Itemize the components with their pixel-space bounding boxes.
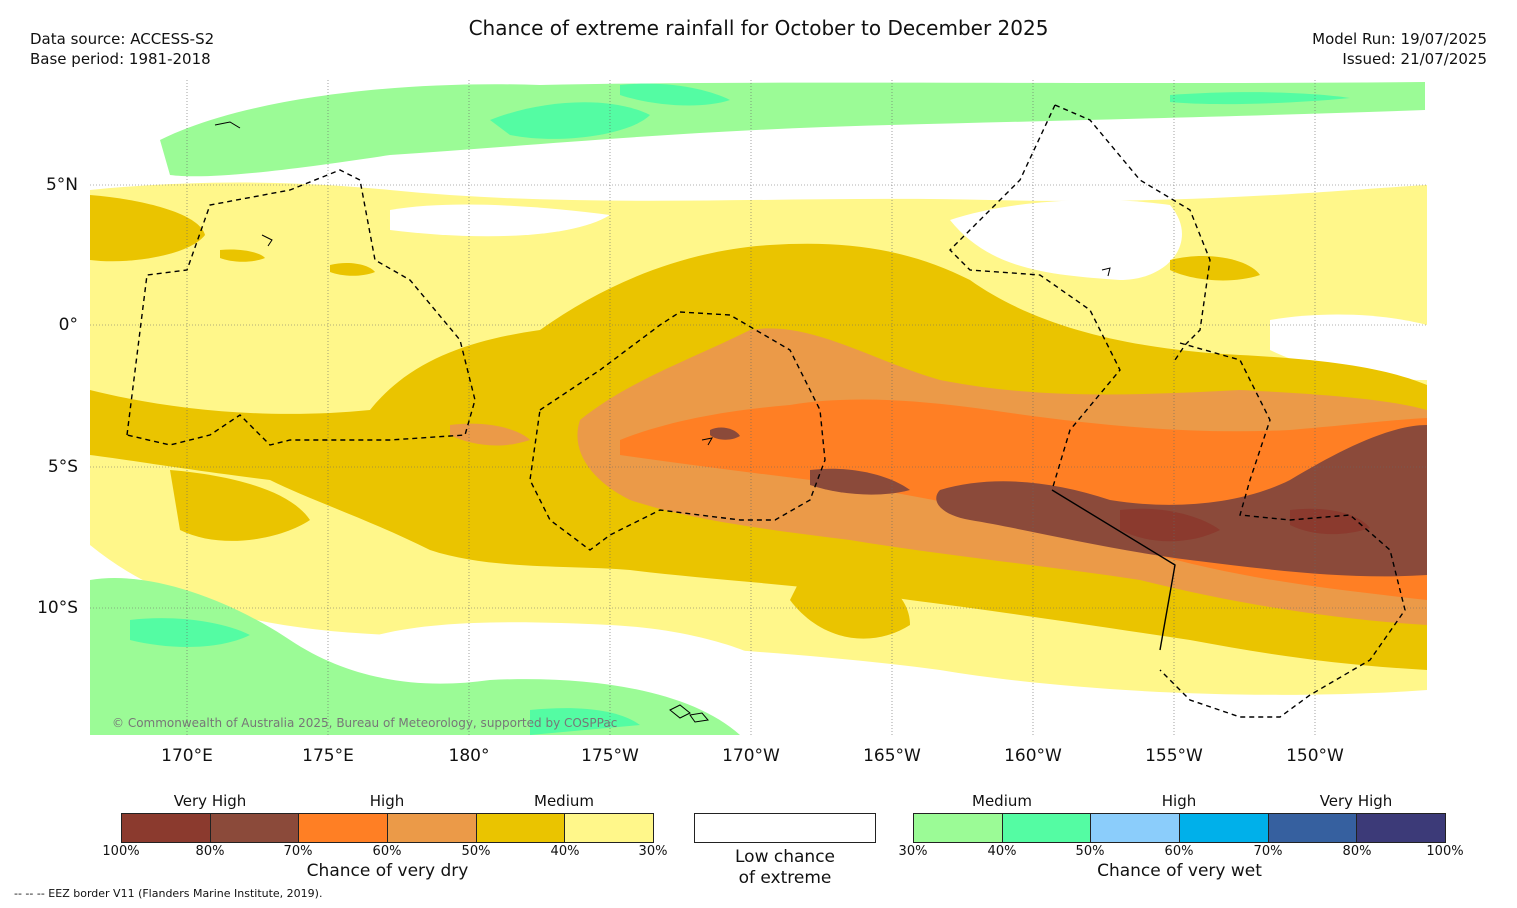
white-gap-n <box>390 204 610 237</box>
low-chance-line1: Low chance <box>735 847 835 867</box>
dry-category-medium: Medium <box>534 792 594 810</box>
samoa-island-outline-2 <box>689 712 709 723</box>
data-source: Data source: ACCESS-S2 <box>30 30 215 48</box>
wet-swatch-70-80 <box>1268 814 1358 842</box>
dry-tick-60: 60% <box>372 844 402 859</box>
white-gap-ne <box>950 200 1182 280</box>
south-wet-band <box>90 578 740 735</box>
island-outline-d <box>1101 267 1111 277</box>
lat-label-10s: 10°S <box>37 598 78 618</box>
wet-tick-100: 100% <box>1426 844 1464 859</box>
chart-title: Chance of extreme rainfall for October t… <box>468 16 1049 40</box>
lon-label-160w: 160°W <box>1004 746 1062 766</box>
island-outline-c <box>701 437 713 446</box>
north-wet-core <box>490 102 650 139</box>
dry-40-blob-c <box>220 249 265 262</box>
dry-tick-40: 40% <box>550 844 580 859</box>
wet-category-high: High <box>1161 792 1197 810</box>
eez-line-islands-west <box>949 104 1121 491</box>
dry-tick-70: 70% <box>283 844 313 859</box>
south-wet-core <box>130 618 250 647</box>
dry-40-blob-a <box>1170 255 1260 281</box>
dry-tick-100: 100% <box>102 844 140 859</box>
lon-label-175e: 175°E <box>302 746 354 766</box>
lat-label-5n: 5°N <box>45 175 78 195</box>
dry-70-small <box>710 427 740 440</box>
dry-70-blob <box>810 468 910 495</box>
wet-swatch-40-50 <box>1002 814 1092 842</box>
island-outlines <box>214 121 1111 723</box>
rainfall-map: © Commonwealth of Australia 2025, Bureau… <box>90 80 1427 735</box>
wet-swatch-60-70 <box>1180 814 1269 842</box>
dry-swatch-50-60 <box>388 814 477 842</box>
dry-swatch-40-50 <box>476 814 566 842</box>
wet-category-very-high: Very High <box>1319 792 1393 810</box>
island-outline-a <box>214 121 241 129</box>
dry-70-band <box>936 425 1427 577</box>
dry-category-high: High <box>369 792 405 810</box>
dry-40-south <box>790 560 910 639</box>
lon-label-180: 180° <box>448 746 490 766</box>
dry-80-core-2 <box>1290 508 1370 535</box>
issued-date: Issued: 21/07/2025 <box>1342 50 1487 68</box>
south-wet-core-2 <box>530 708 640 735</box>
dry-colorbar <box>121 813 654 843</box>
dry-category-very-high: Very High <box>173 792 247 810</box>
dry-40-band <box>90 195 205 262</box>
lon-label-175w: 175°W <box>581 746 639 766</box>
wet-swatch-80-100 <box>1357 814 1446 842</box>
model-run: Model Run: 19/07/2025 <box>1312 30 1487 48</box>
wet-swatch-50-60 <box>1091 814 1181 842</box>
samoa-island-outline <box>669 704 691 719</box>
dry-swatch-60-70 <box>299 814 389 842</box>
wet-tick-60: 60% <box>1164 844 1194 859</box>
dry-40-blob-b <box>330 262 375 276</box>
wet-tick-80: 80% <box>1342 844 1372 859</box>
lon-label-150w: 150°W <box>1286 746 1344 766</box>
eez-solid-border <box>1051 489 1176 651</box>
dry-50-blob <box>450 423 530 446</box>
lat-label-eq: 0° <box>58 315 78 335</box>
dry-swatch-70-80 <box>210 814 300 842</box>
lon-label-165w: 165°W <box>863 746 921 766</box>
dry-tick-80: 80% <box>195 844 225 859</box>
north-wet-band <box>160 82 1425 177</box>
south-white-gap <box>360 622 790 685</box>
eez-phoenix-tokelau <box>529 311 826 551</box>
dry-legend-title: Chance of very dry <box>306 861 469 881</box>
wet-colorbar <box>913 813 1446 843</box>
lon-label-155w: 155°W <box>1145 746 1203 766</box>
map-copyright: © Commonwealth of Australia 2025, Bureau… <box>112 716 617 730</box>
eez-footnote: -- -- -- EEZ border V11 (Flanders Marine… <box>14 887 323 900</box>
wet-swatch-30-40 <box>914 814 1003 842</box>
eez-tuvalu-kiribati-west <box>126 169 476 446</box>
wet-legend-title: Chance of very wet <box>1097 861 1262 881</box>
dry-40-west <box>170 470 310 541</box>
north-wet-core-3 <box>1170 92 1350 105</box>
dry-tick-50: 50% <box>461 844 491 859</box>
lon-label-170w: 170°W <box>722 746 780 766</box>
north-wet-core-2 <box>620 83 730 106</box>
dry-80-core <box>1120 508 1220 542</box>
lon-label-170e: 170°E <box>161 746 213 766</box>
dry-tick-30: 30% <box>638 844 668 859</box>
wet-category-medium: Medium <box>972 792 1032 810</box>
island-outline-b <box>261 234 273 247</box>
base-period: Base period: 1981-2018 <box>30 50 211 68</box>
eez-borders <box>126 104 1406 718</box>
eez-line-islands-north <box>1054 104 1211 361</box>
dry-swatch-80-100 <box>122 814 211 842</box>
low-chance-line2: of extreme <box>738 868 832 888</box>
wet-tick-50: 50% <box>1075 844 1105 859</box>
lat-label-5s: 5°S <box>47 457 78 477</box>
grid-lines <box>90 80 1427 735</box>
wet-tick-30: 30% <box>898 844 928 859</box>
dry-swatch-30-40 <box>565 814 654 842</box>
eez-cook-east <box>1159 342 1406 718</box>
wet-tick-40: 40% <box>987 844 1017 859</box>
wet-tick-70: 70% <box>1253 844 1283 859</box>
low-chance-swatch <box>694 813 876 843</box>
